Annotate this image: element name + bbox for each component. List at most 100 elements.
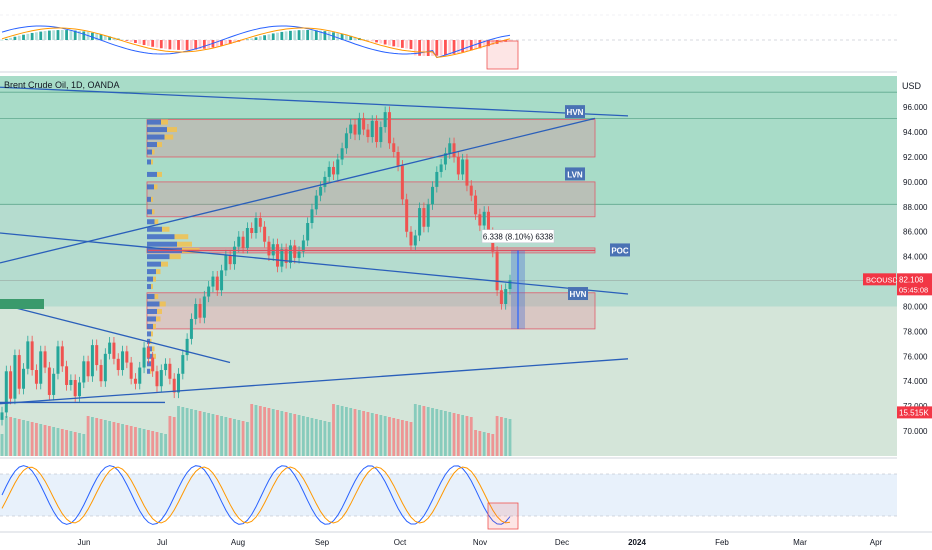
volume-bar <box>250 404 254 456</box>
macd-histogram-bar <box>13 36 17 40</box>
profile-bar <box>152 209 155 215</box>
candle <box>202 296 206 318</box>
price-tick-label: 84.000 <box>903 253 928 262</box>
candle <box>301 240 305 252</box>
candle <box>375 120 379 143</box>
macd-histogram-bar <box>65 30 68 40</box>
profile-bar <box>151 331 153 337</box>
volume-bar <box>392 418 396 456</box>
volume-bar <box>383 416 387 456</box>
candle <box>43 351 47 368</box>
price-tick-label: 90.000 <box>903 178 928 187</box>
volume-bar <box>13 418 17 456</box>
profile-bar <box>147 196 151 202</box>
macd-histogram-bar <box>413 40 417 56</box>
macd-histogram-bar <box>224 40 228 45</box>
stoch-band <box>0 474 897 516</box>
volume-bar <box>65 430 68 456</box>
volume-bar <box>297 415 301 456</box>
macd-histogram-bar <box>69 30 73 40</box>
candle <box>245 228 249 248</box>
macd-histogram-bar <box>375 40 378 43</box>
candle <box>99 365 103 382</box>
candle <box>469 185 473 196</box>
profile-bar <box>150 338 152 344</box>
volume-bar <box>211 414 215 456</box>
volume-bar <box>198 411 202 456</box>
candle <box>30 341 34 371</box>
volume-bar <box>73 432 77 456</box>
time-tick-label: Sep <box>315 538 330 547</box>
macd-histogram-bar <box>280 31 284 40</box>
volume-bar <box>91 417 94 456</box>
candle <box>288 245 292 263</box>
candle <box>435 171 439 187</box>
profile-bar <box>152 149 155 155</box>
macd-histogram-bar <box>155 40 159 48</box>
candle <box>125 351 129 363</box>
last-price-box <box>897 273 932 296</box>
macd-histogram-bar <box>258 36 262 40</box>
candle <box>443 153 447 165</box>
candle <box>370 120 374 138</box>
candle <box>164 363 168 371</box>
macd-histogram-bar <box>400 40 404 48</box>
volume-bar <box>245 422 249 456</box>
zone-label-box <box>565 105 585 119</box>
candle <box>456 156 460 175</box>
macd-histogram-bar <box>254 37 258 40</box>
macd-histogram-bar <box>405 40 409 49</box>
profile-bar <box>147 316 156 322</box>
time-tick-label: Aug <box>231 538 245 547</box>
macd-histogram-bar <box>439 40 443 56</box>
volume-bar <box>30 422 34 456</box>
volume-last-box <box>897 406 932 419</box>
profile-bar <box>150 368 152 374</box>
macd-histogram-bar <box>409 40 413 50</box>
macd-histogram-bar <box>452 40 456 54</box>
candle <box>177 373 181 393</box>
volume-profile-zone <box>146 181 596 218</box>
profile-bar <box>167 127 177 133</box>
macd-histogram-bar <box>103 35 107 40</box>
profile-bar <box>156 316 161 322</box>
zone-label-box <box>565 167 585 181</box>
candle <box>323 176 327 187</box>
macd-histogram-bar <box>362 39 366 40</box>
volume-bar <box>69 431 73 456</box>
price-tick-label: 96.000 <box>903 103 928 112</box>
candle <box>297 251 301 258</box>
profile-bar <box>147 323 153 329</box>
candle <box>103 353 107 382</box>
zone-label-box <box>568 287 588 301</box>
macd-histogram-bar <box>215 40 219 47</box>
macd-histogram-bar <box>267 34 271 40</box>
volume-bar <box>456 414 460 456</box>
time-tick-label: Feb <box>715 538 729 547</box>
volume-bar <box>482 432 486 456</box>
candle <box>267 241 271 256</box>
macd-histogram-bar <box>35 32 38 40</box>
candle <box>331 166 335 175</box>
volume-bar <box>491 434 495 456</box>
volume-bar <box>319 420 322 456</box>
candle <box>181 355 185 374</box>
macd-histogram-bar <box>129 40 133 42</box>
level-chip <box>0 299 44 309</box>
macd-histogram-bar <box>276 32 279 40</box>
candle <box>319 186 323 196</box>
profile-bar <box>151 284 153 290</box>
macd-histogram-bar <box>22 34 25 40</box>
volume-bar <box>177 406 180 456</box>
candle <box>189 318 193 339</box>
macd-histogram-bar <box>91 32 94 40</box>
candle <box>95 345 99 366</box>
volume-bar <box>125 425 129 456</box>
volume-bar <box>22 420 25 456</box>
candle <box>263 226 267 242</box>
volume-bar <box>465 416 469 456</box>
macd-histogram-bar <box>456 40 460 54</box>
volume-bar <box>43 425 47 456</box>
volume-bar <box>271 409 275 456</box>
